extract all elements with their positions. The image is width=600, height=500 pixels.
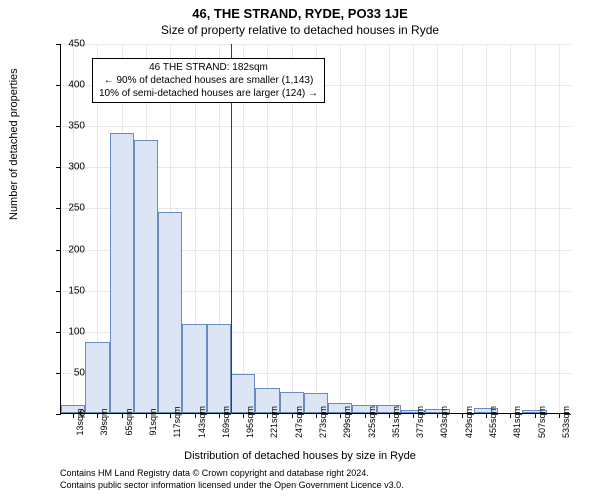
gridline-v	[559, 44, 560, 414]
ytick-label: 150	[45, 285, 85, 296]
gridline-v	[510, 44, 511, 414]
gridline-v	[413, 44, 414, 414]
xtick	[292, 413, 293, 418]
xtick-label: 221sqm	[269, 406, 279, 438]
annotation-line3: 10% of semi-detached houses are larger (…	[99, 87, 318, 100]
xtick-label: 377sqm	[415, 406, 425, 438]
xtick-label: 169sqm	[221, 406, 231, 438]
xtick-label: 533sqm	[561, 406, 571, 438]
xtick-label: 481sqm	[512, 406, 522, 438]
gridline-v	[462, 44, 463, 414]
xtick	[559, 413, 560, 418]
xtick-label: 65sqm	[124, 408, 134, 435]
annotation-line2: ← 90% of detached houses are smaller (1,…	[99, 74, 318, 87]
xtick-label: 403sqm	[439, 406, 449, 438]
xtick-label: 117sqm	[172, 406, 182, 437]
ytick-label: 100	[45, 326, 85, 337]
xtick-label: 325sqm	[367, 406, 377, 438]
gridline-v	[535, 44, 536, 414]
chart-header: 46, THE STRAND, RYDE, PO33 1JE Size of p…	[0, 0, 600, 37]
xtick-label: 143sqm	[197, 406, 207, 438]
ytick-label: 450	[45, 39, 85, 50]
xtick	[535, 413, 536, 418]
xtick	[486, 413, 487, 418]
xtick	[243, 413, 244, 418]
ytick-label: 250	[45, 203, 85, 214]
y-axis-label: Number of detached properties	[8, 68, 20, 220]
gridline-v	[340, 44, 341, 414]
gridline-v	[365, 44, 366, 414]
chart-area: 46 THE STRAND: 182sqm ← 90% of detached …	[60, 44, 570, 414]
histogram-bar	[134, 140, 158, 413]
xtick-label: 247sqm	[294, 406, 304, 438]
xtick	[316, 413, 317, 418]
xtick-label: 195sqm	[245, 406, 255, 438]
xtick-label: 273sqm	[318, 406, 328, 438]
xtick	[365, 413, 366, 418]
ytick-label: 200	[45, 244, 85, 255]
xtick	[219, 413, 220, 418]
histogram-bar	[158, 212, 182, 413]
footer: Contains HM Land Registry data © Crown c…	[60, 468, 404, 491]
ytick-label: 400	[45, 80, 85, 91]
histogram-bar	[207, 324, 231, 413]
xtick-label: 13sqm	[75, 408, 85, 435]
chart-title: 46, THE STRAND, RYDE, PO33 1JE	[0, 6, 600, 21]
xtick-label: 455sqm	[488, 406, 498, 438]
histogram-bar	[110, 133, 134, 413]
xtick	[122, 413, 123, 418]
histogram-bar	[182, 324, 206, 413]
xtick	[195, 413, 196, 418]
xtick-label: 351sqm	[391, 406, 401, 438]
footer-line1: Contains HM Land Registry data © Crown c…	[60, 468, 404, 480]
gridline-v	[389, 44, 390, 414]
xtick-label: 299sqm	[342, 406, 352, 438]
xtick	[462, 413, 463, 418]
xtick-label: 507sqm	[537, 406, 547, 438]
xtick-label: 429sqm	[464, 406, 474, 438]
ytick-label: 300	[45, 162, 85, 173]
xtick	[146, 413, 147, 418]
xtick-label: 39sqm	[99, 408, 109, 435]
xtick-label: 91sqm	[148, 408, 158, 435]
gridline-v	[486, 44, 487, 414]
annotation-line1: 46 THE STRAND: 182sqm	[99, 61, 318, 74]
gridline-v	[73, 44, 74, 414]
chart-subtitle: Size of property relative to detached ho…	[0, 23, 600, 37]
x-axis-label: Distribution of detached houses by size …	[0, 450, 600, 462]
ytick-label: 350	[45, 121, 85, 132]
histogram-bar	[85, 342, 109, 413]
xtick	[413, 413, 414, 418]
ytick-label: 50	[45, 367, 85, 378]
footer-line2: Contains public sector information licen…	[60, 480, 404, 492]
xtick	[389, 413, 390, 418]
annotation-box: 46 THE STRAND: 182sqm ← 90% of detached …	[92, 58, 325, 103]
gridline-v	[437, 44, 438, 414]
